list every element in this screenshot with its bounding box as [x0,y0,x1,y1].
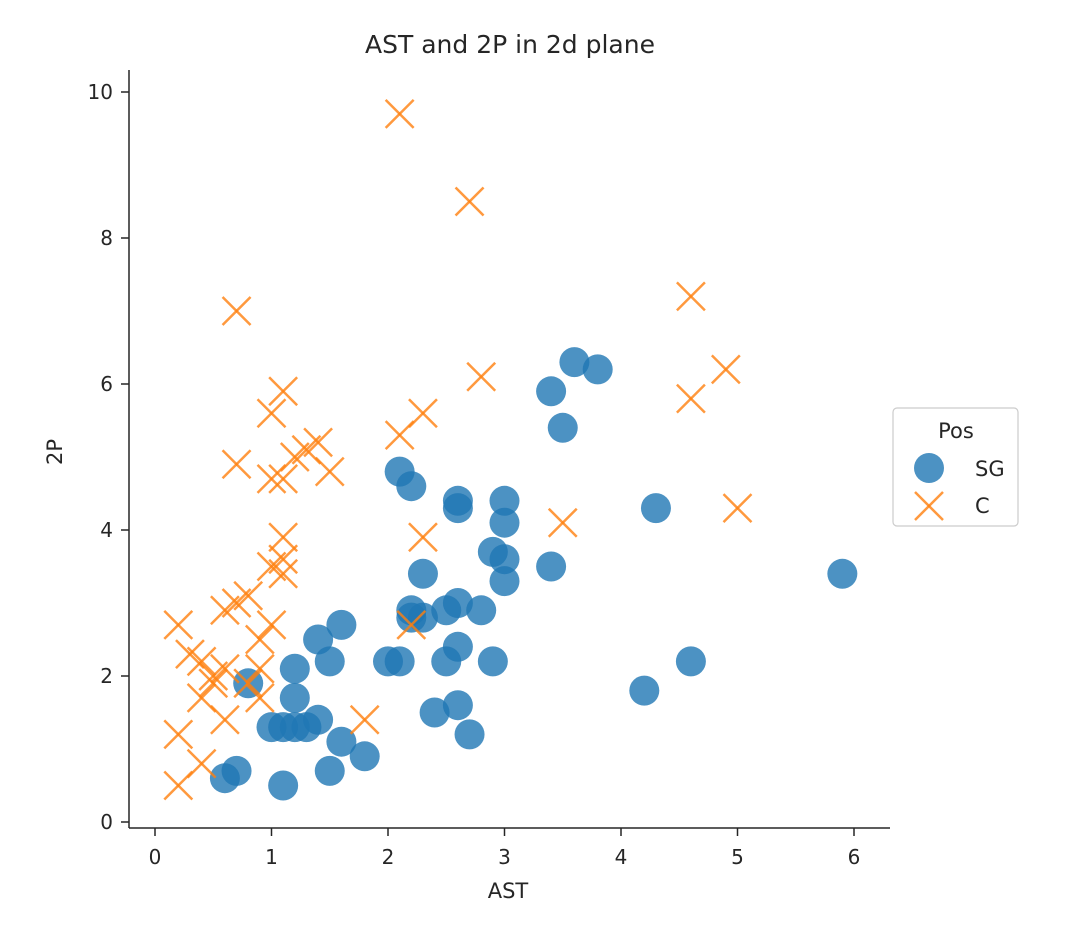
y-tick-label: 10 [88,80,113,104]
point-c [268,558,299,589]
point-sg [314,646,345,677]
point-sg [640,493,671,524]
point-sg [675,646,706,677]
point-sg [582,354,613,385]
point-sg [477,646,508,677]
point-c [466,361,497,392]
point-sg [442,690,473,721]
point-c [676,383,706,414]
x-tick-label: 4 [615,845,628,869]
point-sg [629,675,660,706]
point-sg [559,347,590,378]
x-tick-label: 5 [731,845,744,869]
point-sg [547,412,578,443]
point-c [268,376,299,407]
point-sg [489,544,520,575]
point-c [268,464,299,494]
point-c [384,99,415,129]
point-c [210,653,240,684]
y-tick-label: 4 [100,518,113,542]
x-tick-label: 0 [149,845,162,869]
point-sg [419,697,450,728]
point-sg [279,682,310,713]
point-c [221,449,252,480]
legend: Pos SG C [892,407,1019,527]
chart-title: AST and 2P in 2d plane [365,30,655,59]
y-tick-label: 6 [100,372,113,396]
point-sg [466,595,497,626]
point-sg [536,376,567,407]
point-c [268,544,299,575]
x-ticks: 0 1 2 3 4 5 6 [149,828,861,869]
point-c [408,522,438,553]
y-ticks: 0 2 4 6 8 10 [88,80,129,834]
point-c [676,281,706,312]
point-c [454,186,485,217]
point-sg [279,653,310,684]
point-c [221,296,252,326]
point-c [244,624,275,655]
point-sg [384,646,415,677]
point-c [198,668,229,699]
point-c [256,398,287,429]
point-sg [442,588,473,618]
point-c [186,646,217,677]
x-axis-label: AST [488,879,529,903]
x-tick-label: 6 [848,845,861,869]
point-sg [396,471,427,502]
point-c [244,683,275,713]
point-c [710,354,741,385]
y-tick-label: 2 [100,664,113,688]
y-tick-label: 8 [100,226,113,250]
point-c [244,653,275,684]
point-c [268,522,299,553]
point-c [256,610,287,640]
point-sg [303,704,334,735]
point-c [163,719,194,750]
point-sg [268,770,299,801]
point-sg [221,755,252,786]
point-c [186,748,217,779]
x-tick-label: 1 [265,845,278,869]
x-tick-label: 2 [382,845,395,869]
point-c [408,398,438,429]
point-sg [407,602,438,633]
legend-c-label: C [975,494,990,518]
point-c [233,580,264,611]
point-sg [349,741,380,772]
point-c [233,668,264,699]
point-c [722,493,753,523]
legend-title: Pos [938,419,974,443]
legend-sg-label: SG [975,457,1005,481]
point-sg [326,609,357,640]
point-sg [454,719,485,750]
point-c [547,507,578,538]
point-sg [442,631,473,662]
y-tick-label: 0 [100,810,113,834]
legend-c-marker [914,491,944,521]
point-c [396,610,427,640]
legend-sg-marker [914,453,944,483]
point-sg [407,558,438,589]
point-sg [489,485,520,516]
points-layer [163,99,858,801]
point-sg [536,551,567,582]
point-c [314,456,345,487]
point-c [163,610,194,640]
point-sg [326,726,357,757]
point-sg [489,566,520,597]
x-tick-label: 3 [498,845,511,869]
legend-box [892,407,1019,527]
point-c [349,704,380,735]
y-axis-label: 2P [43,439,67,465]
point-sg [827,558,858,589]
point-c [303,427,333,458]
point-sg [442,493,473,524]
point-sg [489,507,520,538]
point-c [210,704,240,735]
point-sg [314,755,345,786]
